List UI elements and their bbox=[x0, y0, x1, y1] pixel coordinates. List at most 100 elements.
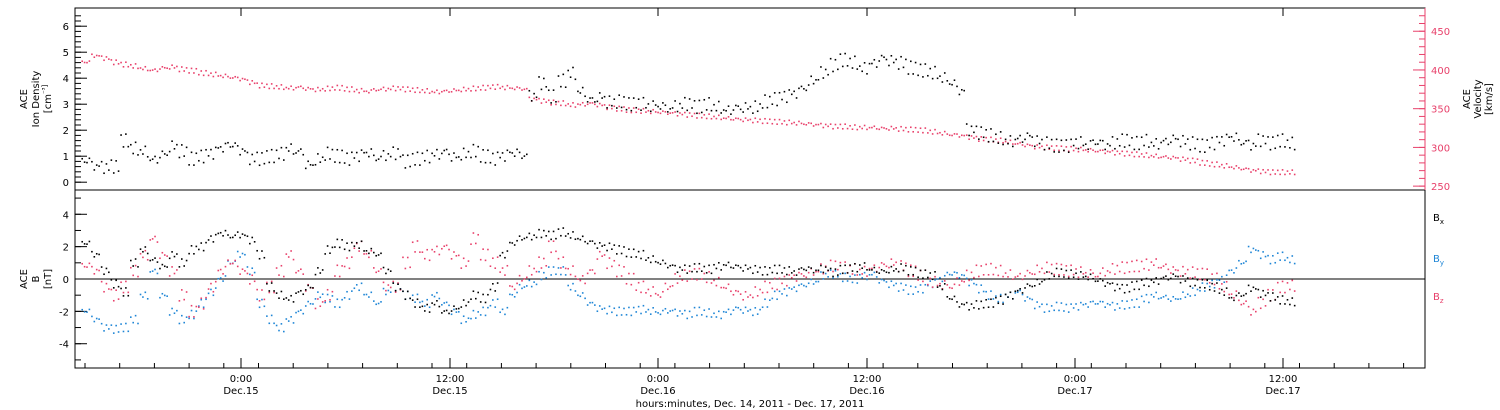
bz-point bbox=[236, 265, 239, 268]
bx-point bbox=[212, 241, 215, 243]
velocity-point bbox=[185, 67, 188, 69]
velocity-point bbox=[222, 76, 224, 79]
velocity-point bbox=[270, 83, 273, 85]
by-point bbox=[883, 279, 885, 282]
top-ylabel-unit-sup: ⁻³] bbox=[41, 85, 49, 95]
ion-density-point bbox=[827, 73, 829, 76]
bx-point bbox=[623, 246, 625, 248]
bx-point bbox=[385, 272, 387, 275]
ion-density-point bbox=[803, 88, 805, 90]
top-left-tick-label: 4 bbox=[63, 74, 69, 85]
velocity-point bbox=[210, 72, 212, 74]
bx-point bbox=[358, 247, 360, 249]
bx-point bbox=[732, 267, 735, 269]
by-point bbox=[1077, 309, 1080, 311]
ion-density-point bbox=[613, 98, 616, 101]
bx-point bbox=[516, 239, 518, 242]
bx-point bbox=[841, 272, 844, 275]
bx-point bbox=[448, 312, 450, 315]
velocity-point bbox=[538, 97, 540, 100]
by-point bbox=[190, 309, 193, 312]
velocity-point bbox=[703, 114, 706, 116]
bx-point bbox=[790, 272, 793, 274]
by-point bbox=[912, 293, 914, 295]
by-point bbox=[472, 309, 475, 312]
ion-density-point bbox=[1284, 146, 1286, 148]
bx-point bbox=[394, 289, 397, 292]
velocity-point bbox=[1233, 167, 1235, 170]
by-point bbox=[518, 283, 521, 286]
velocity-point bbox=[523, 88, 526, 91]
velocity-point bbox=[292, 88, 295, 91]
velocity-point bbox=[1179, 160, 1182, 162]
bx-point bbox=[489, 288, 492, 291]
x-axis-ticks: 0:00Dec.1512:00Dec.150:00Dec.1612:00Dec.… bbox=[84, 8, 1405, 397]
ion-density-point bbox=[895, 58, 897, 61]
bx-point bbox=[892, 270, 895, 272]
bx-point bbox=[1196, 278, 1199, 281]
bz-point bbox=[343, 265, 346, 268]
bz-point bbox=[144, 249, 147, 252]
bx-point bbox=[742, 270, 744, 272]
bx-point bbox=[331, 246, 334, 249]
bx-point bbox=[756, 271, 759, 273]
velocity-point bbox=[854, 124, 856, 126]
by-point bbox=[1174, 298, 1177, 300]
ion-density-point bbox=[513, 155, 516, 157]
ion-density-point bbox=[961, 88, 963, 91]
velocity-point bbox=[183, 70, 185, 72]
bz-point bbox=[783, 275, 786, 278]
ion-density-point bbox=[411, 152, 414, 155]
bz-point bbox=[523, 278, 526, 280]
by-point bbox=[943, 274, 946, 277]
ion-density-point bbox=[956, 85, 958, 88]
ion-density-point bbox=[1143, 144, 1145, 147]
bz-point bbox=[1225, 280, 1228, 283]
by-point bbox=[1184, 296, 1187, 299]
ion-density-point bbox=[219, 146, 222, 148]
ion-density-point bbox=[664, 104, 667, 107]
velocity-point bbox=[635, 111, 638, 114]
bx-point bbox=[725, 264, 727, 267]
velocity-point bbox=[453, 88, 455, 90]
ion-density-point bbox=[1233, 140, 1235, 142]
ion-density-point bbox=[805, 89, 808, 92]
bz-point bbox=[560, 267, 562, 269]
ion-density-point bbox=[912, 73, 914, 75]
by-point bbox=[645, 311, 647, 313]
ion-density-point bbox=[137, 154, 139, 156]
ion-density-point bbox=[540, 88, 543, 91]
bx-point bbox=[1230, 296, 1233, 299]
bx-point bbox=[404, 298, 407, 301]
bx-point bbox=[735, 264, 737, 267]
velocity-point bbox=[1126, 150, 1128, 153]
velocity-point bbox=[433, 91, 436, 94]
bx-point bbox=[1016, 289, 1019, 292]
by-point bbox=[871, 273, 873, 276]
by-point bbox=[253, 271, 256, 274]
by-point bbox=[691, 316, 693, 318]
ion-density-point bbox=[91, 160, 93, 163]
velocity-point bbox=[1038, 146, 1041, 149]
by-point bbox=[815, 280, 817, 283]
bx-point bbox=[1157, 283, 1160, 285]
velocity-point bbox=[795, 124, 798, 126]
by-point bbox=[919, 284, 922, 286]
bx-point bbox=[166, 266, 168, 268]
ion-density-point bbox=[1033, 145, 1036, 148]
velocity-point bbox=[584, 105, 586, 107]
velocity-point bbox=[1284, 173, 1286, 176]
bx-point bbox=[1199, 286, 1201, 289]
bx-point bbox=[348, 249, 351, 252]
ion-density-point bbox=[130, 143, 132, 146]
velocity-point bbox=[1143, 156, 1145, 158]
x-tick-time-label: 0:00 bbox=[230, 374, 252, 385]
bx-point bbox=[1184, 280, 1187, 282]
ion-density-point bbox=[239, 153, 241, 156]
ion-density-point bbox=[1160, 141, 1162, 144]
velocity-point bbox=[669, 112, 671, 114]
bz-point bbox=[127, 291, 130, 294]
velocity-point bbox=[105, 56, 108, 58]
by-point bbox=[875, 276, 878, 278]
by-point bbox=[496, 298, 499, 301]
